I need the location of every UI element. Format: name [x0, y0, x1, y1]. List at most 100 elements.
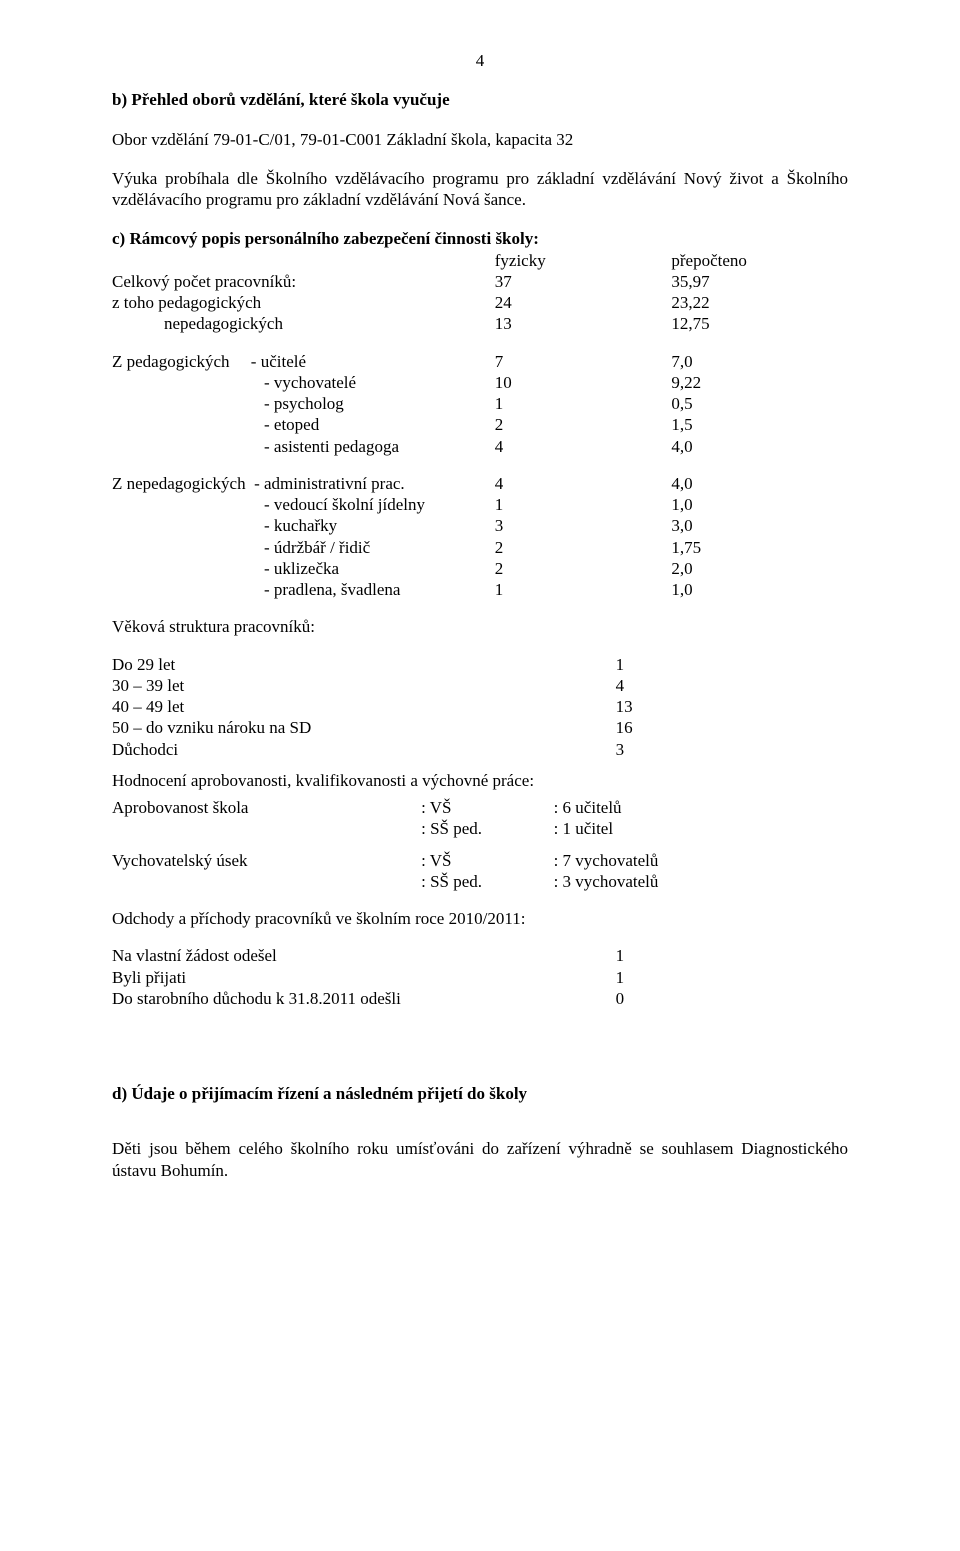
aprob-c1 [112, 818, 421, 839]
ped-row: Z pedagogických - učitelé 7 7,0 [112, 351, 848, 372]
summary-table: Celkový počet pracovníků: 37 35,97 z toh… [112, 271, 848, 335]
vekova-row: 30 – 39 let 4 [112, 675, 848, 696]
summary-v2: 12,75 [671, 313, 848, 334]
neped-row: - pradlena, švadlena 1 1,0 [112, 579, 848, 600]
ped-item: - vychovatelé [112, 372, 495, 393]
vychov-c1: Vychovatelský úsek [112, 850, 421, 871]
vekova-value: 4 [616, 675, 848, 696]
aprob-row: Aprobovanost škola : VŠ : 6 učitelů [112, 797, 848, 818]
odchody-row: Byli přijati 1 [112, 967, 848, 988]
ped-v2: 1,5 [671, 414, 848, 435]
aprob-c2: : SŠ ped. [421, 818, 553, 839]
vekova-label: 40 – 49 let [112, 696, 616, 717]
ped-row: - etoped 2 1,5 [112, 414, 848, 435]
odchody-row: Do starobního důchodu k 31.8.2011 odešli… [112, 988, 848, 1009]
vekova-row: 40 – 49 let 13 [112, 696, 848, 717]
ped-row: - asistenti pedagoga 4 4,0 [112, 436, 848, 457]
neped-label: Z nepedagogických - administrativní prac… [112, 473, 495, 494]
ped-v1: 7 [495, 351, 672, 372]
vychov-row: Vychovatelský úsek : VŠ : 7 vychovatelů [112, 850, 848, 871]
neped-v2: 1,0 [671, 579, 848, 600]
neped-v2: 1,0 [671, 494, 848, 515]
vychov-row: : SŠ ped. : 3 vychovatelů [112, 871, 848, 892]
odchody-line: Odchody a příchody pracovníků ve školním… [112, 908, 848, 929]
neped-v1: 1 [495, 494, 672, 515]
ped-v1: 2 [495, 414, 672, 435]
neped-item: - údržbář / řidič [112, 537, 495, 558]
neped-v2: 3,0 [671, 515, 848, 536]
vekova-heading: Věková struktura pracovníků: [112, 616, 848, 637]
neped-v1: 2 [495, 558, 672, 579]
heading-c: c) Rámcový popis personálního zabezpečen… [112, 228, 848, 249]
neped-row: Z nepedagogických - administrativní prac… [112, 473, 848, 494]
vekova-value: 16 [616, 717, 848, 738]
ped-v1: 4 [495, 436, 672, 457]
neped-v1: 1 [495, 579, 672, 600]
neped-row: - uklizečka 2 2,0 [112, 558, 848, 579]
summary-v1: 37 [495, 271, 672, 292]
vekova-value: 1 [616, 654, 848, 675]
neped-v2: 2,0 [671, 558, 848, 579]
summary-label: nepedagogických [112, 313, 495, 334]
ped-label: Z pedagogických - učitelé [112, 351, 495, 372]
neped-v1: 4 [495, 473, 672, 494]
odchody-value: 1 [616, 967, 848, 988]
ped-v2: 4,0 [671, 436, 848, 457]
vekova-value: 13 [616, 696, 848, 717]
summary-header-table: fyzicky přepočteno [112, 250, 848, 271]
vychov-table: Vychovatelský úsek : VŠ : 7 vychovatelů … [112, 850, 848, 893]
odchody-value: 1 [616, 945, 848, 966]
vyuka-paragraph: Výuka probíhala dle Školního vzdělávacíh… [112, 168, 848, 211]
neped-v1: 2 [495, 537, 672, 558]
page-number: 4 [112, 50, 848, 71]
neped-prefix: Z nepedagogických [112, 474, 246, 493]
hodnoceni-line: Hodnocení aprobovanosti, kvalifikovanost… [112, 770, 848, 791]
vychov-c2: : VŠ [421, 850, 553, 871]
aprob-c1: Aprobovanost škola [112, 797, 421, 818]
odchody-row: Na vlastní žádost odešel 1 [112, 945, 848, 966]
summary-row: nepedagogických 13 12,75 [112, 313, 848, 334]
vekova-row: Důchodci 3 [112, 739, 848, 760]
obor-line: Obor vzdělání 79-01-C/01, 79-01-C001 Zák… [112, 129, 848, 150]
neped-table: Z nepedagogických - administrativní prac… [112, 473, 848, 601]
vekova-label: Důchodci [112, 739, 616, 760]
vychov-c3: : 7 vychovatelů [554, 850, 848, 871]
vekova-label: Do 29 let [112, 654, 616, 675]
neped-v2: 4,0 [671, 473, 848, 494]
vychov-c2: : SŠ ped. [421, 871, 553, 892]
heading-b: b) Přehled oborů vzdělání, které škola v… [112, 89, 848, 110]
neped-row: - vedoucí školní jídelny 1 1,0 [112, 494, 848, 515]
odchody-label: Do starobního důchodu k 31.8.2011 odešli [112, 988, 616, 1009]
summary-row: z toho pedagogických 24 23,22 [112, 292, 848, 313]
vychov-c1 [112, 871, 421, 892]
summary-v2: 23,22 [671, 292, 848, 313]
summary-label: z toho pedagogických [112, 292, 495, 313]
col-header-prepocteno: přepočteno [671, 250, 848, 271]
ped-table: Z pedagogických - učitelé 7 7,0 - vychov… [112, 351, 848, 457]
ped-v1: 10 [495, 372, 672, 393]
neped-item: - administrativní prac. [254, 474, 405, 493]
aprob-c3: : 6 učitelů [554, 797, 848, 818]
neped-row: - údržbář / řidič 2 1,75 [112, 537, 848, 558]
ped-v2: 9,22 [671, 372, 848, 393]
page: 4 b) Přehled oborů vzdělání, které škola… [0, 0, 960, 1551]
vekova-label: 30 – 39 let [112, 675, 616, 696]
neped-v1: 3 [495, 515, 672, 536]
odchody-label: Na vlastní žádost odešel [112, 945, 616, 966]
ped-item: - psycholog [112, 393, 495, 414]
ped-v1: 1 [495, 393, 672, 414]
summary-v1: 24 [495, 292, 672, 313]
odchody-value: 0 [616, 988, 848, 1009]
ped-item: - etoped [112, 414, 495, 435]
neped-item: - vedoucí školní jídelny [112, 494, 495, 515]
aprob-row: : SŠ ped. : 1 učitel [112, 818, 848, 839]
summary-row: Celkový počet pracovníků: 37 35,97 [112, 271, 848, 292]
ped-row: - vychovatelé 10 9,22 [112, 372, 848, 393]
summary-v1: 13 [495, 313, 672, 334]
aprob-c2: : VŠ [421, 797, 553, 818]
ped-v2: 0,5 [671, 393, 848, 414]
neped-item: - pradlena, švadlena [112, 579, 495, 600]
odchody-label: Byli přijati [112, 967, 616, 988]
deti-paragraph: Děti jsou během celého školního roku umí… [112, 1138, 848, 1181]
aprob-table: Aprobovanost škola : VŠ : 6 učitelů : SŠ… [112, 797, 848, 840]
